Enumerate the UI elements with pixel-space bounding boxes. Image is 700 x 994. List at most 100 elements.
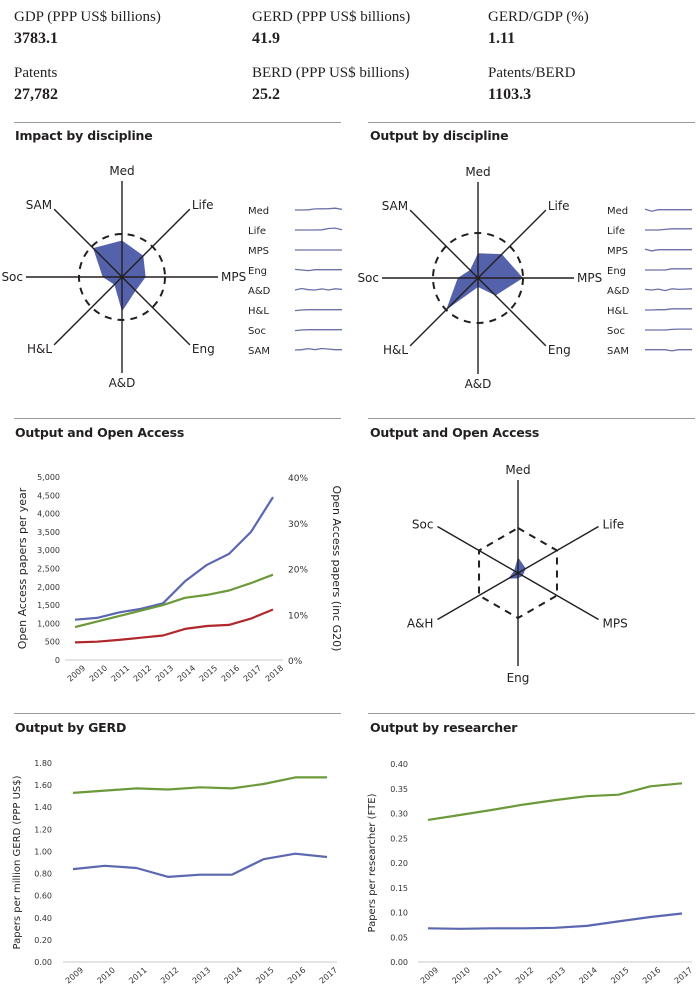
- radar-axis-label: Med: [505, 463, 530, 477]
- radar-axis-ah: [437, 572, 519, 621]
- radar-axis-label: MPS: [577, 271, 602, 285]
- radar-axis-label: MPS: [221, 270, 246, 284]
- y-tick-label: 0.10: [390, 909, 408, 918]
- stat-patents: Patents 27,782: [14, 64, 58, 105]
- radar-axis-label: MPS: [603, 617, 628, 631]
- radar-axis-soc: [437, 525, 519, 574]
- sparkline-label: Life: [248, 226, 266, 237]
- sparkline: [645, 268, 692, 271]
- line-chart-oa: 0 500 1,000 1,500 2,000 2,500 3,000 3,500 4,000 4…: [16, 473, 343, 684]
- stat-label: GERD/GDP (%): [488, 9, 589, 25]
- radar-axis-label: A&D: [465, 377, 492, 391]
- sparkline-label: H&L: [248, 306, 269, 317]
- radar-axis-label: SAM: [382, 199, 408, 213]
- x-tick-label: 2011: [127, 966, 148, 986]
- sparkline: [294, 309, 342, 312]
- radar-area: [508, 557, 526, 579]
- sparkline: [295, 227, 343, 231]
- series-line-green: [72, 776, 327, 794]
- sparkline: [644, 288, 693, 292]
- y-tick-label: 1.40: [34, 803, 52, 812]
- x-tick-label: 2015: [198, 664, 219, 684]
- y-tick-label: 3,500: [37, 528, 60, 537]
- sparkline-label: MPS: [607, 246, 628, 257]
- sparkline-list: Med Life MPS Eng A&D H&L Soc SAM: [248, 206, 343, 357]
- radar-axis-label: SAM: [26, 198, 52, 212]
- panel-title-researcher: Output by researcher: [370, 720, 518, 735]
- radar-area: [446, 253, 523, 310]
- y-tick-label: 2,000: [37, 583, 60, 592]
- radar-axis-label: Life: [603, 518, 625, 532]
- stat-label: GERD (PPP US$ billions): [252, 9, 411, 25]
- x-tick-label: 2010: [451, 966, 472, 986]
- series-line-red: [74, 608, 274, 644]
- sparkline-label: SAM: [607, 346, 629, 357]
- radar-chart-impact: Med Life MPS Eng A&D H&L Soc SAM: [1, 164, 246, 390]
- y-tick-label: 4,000: [37, 510, 60, 519]
- y-tick-label: 5,000: [37, 473, 60, 482]
- divider: [368, 418, 695, 419]
- y-tick-label: 0: [55, 656, 60, 665]
- x-tick-label: 2016: [220, 664, 241, 684]
- sparkline: [644, 208, 692, 212]
- y-tick-label: 3,000: [37, 546, 60, 555]
- sparkline-label: H&L: [607, 306, 628, 317]
- series-line-green: [74, 573, 274, 629]
- radar-axis-label: Eng: [548, 343, 571, 357]
- y-tick-label: 1.00: [34, 847, 52, 856]
- radar-axis-life: [121, 208, 191, 278]
- x-tick-label: 2017: [318, 966, 339, 986]
- sparkline: [644, 248, 692, 252]
- y-tick-label: 4,500: [37, 491, 60, 500]
- stat-value: 3783.1: [14, 30, 58, 47]
- stat-gerd: GERD (PPP US$ billions) 41.9: [252, 8, 410, 49]
- radar-axis-label: Soc: [1, 270, 23, 284]
- y-tick-label: 1.80: [34, 759, 52, 768]
- sparkline-label: Soc: [248, 326, 266, 337]
- series-line-blue: [427, 912, 683, 930]
- radar-axis-sam: [409, 209, 479, 279]
- radar-axis-life: [477, 209, 547, 279]
- sparkline: [295, 207, 343, 211]
- radar-axis-label: H&L: [383, 343, 408, 357]
- y-tick-label: 0.80: [34, 870, 52, 879]
- y-tick-label: 0.00: [34, 958, 52, 967]
- y2-tick-label: 0%: [288, 657, 303, 667]
- sparkline-label: MPS: [248, 246, 269, 257]
- x-tick-label: 2012: [514, 966, 535, 986]
- y-tick-label: 0.35: [390, 785, 408, 794]
- x-tick-label: 2011: [110, 664, 131, 684]
- stat-value: 27,782: [14, 86, 58, 103]
- stat-berd: BERD (PPP US$ billions) 25.2: [252, 64, 409, 105]
- sparkline: [645, 308, 692, 311]
- x-tick-label: 2014: [578, 966, 599, 986]
- radar-axis-label: Eng: [192, 342, 215, 356]
- y2-tick-label: 40%: [288, 474, 308, 484]
- sparkline-label: A&D: [248, 286, 271, 297]
- stat-label: Patents: [14, 65, 58, 81]
- x-tick-label: 2013: [191, 966, 212, 986]
- x-tick-label: 2015: [254, 966, 275, 986]
- sparkline-label: Life: [607, 226, 625, 237]
- radar-axis-life: [517, 525, 599, 574]
- y-tick-label: 0.20: [34, 936, 52, 945]
- x-tick-label: 2009: [64, 966, 85, 986]
- x-tick-label: 2010: [96, 966, 117, 986]
- sparkline: [294, 268, 342, 272]
- panel-title-output: Output by discipline: [370, 128, 509, 143]
- panel-title-oa-radar: Output and Open Access: [370, 425, 540, 440]
- series-line-blue: [74, 496, 274, 621]
- sparkline-label: Eng: [607, 266, 626, 277]
- x-tick-label: 2018: [264, 664, 285, 684]
- stat-label: BERD (PPP US$ billions): [252, 65, 410, 81]
- y-tick-label: 0.05: [390, 933, 408, 942]
- y-tick-label: 1.60: [34, 781, 52, 790]
- sparkline: [645, 228, 692, 231]
- stat-value: 41.9: [252, 30, 280, 47]
- y2-tick-label: 30%: [288, 520, 308, 530]
- x-tick-label: 2012: [132, 664, 153, 684]
- sparkline-label: Soc: [607, 326, 625, 337]
- y-tick-label: 0.60: [34, 892, 52, 901]
- stat-gdp: GDP (PPP US$ billions) 3783.1: [14, 8, 161, 49]
